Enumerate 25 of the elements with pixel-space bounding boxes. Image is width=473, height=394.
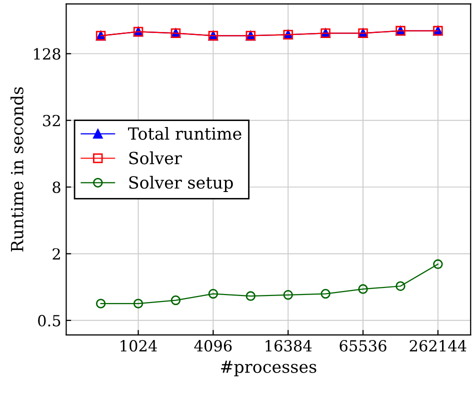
point	[133, 298, 144, 308]
legend-label: Solver setup	[129, 176, 233, 192]
y-tick-label: 8	[52, 182, 60, 194]
point	[246, 291, 256, 301]
x-tick-label: 4096	[194, 340, 232, 352]
legend-label: Total runtime	[128, 126, 242, 140]
x-tick-label: 1024	[120, 340, 157, 352]
x-tick-label: 16384	[266, 340, 312, 352]
point	[358, 284, 368, 294]
y-tick-label: 128	[34, 48, 60, 60]
point	[283, 290, 293, 300]
point	[96, 298, 106, 308]
legend-label: Solver	[129, 151, 182, 164]
x-axis-title: #processes	[221, 360, 316, 376]
point	[396, 281, 406, 291]
y-tick-label: 2	[52, 248, 60, 260]
x-tick-label: 262144	[410, 340, 466, 352]
y-axis-title: Runtime in seconds	[10, 87, 24, 252]
point	[208, 288, 218, 299]
x-tick-label: 65536	[340, 340, 386, 352]
y-tick-label: 32	[43, 114, 60, 126]
point	[170, 295, 181, 306]
point	[433, 259, 443, 270]
point	[320, 288, 330, 299]
y-tick-label: 0.5	[38, 314, 60, 326]
